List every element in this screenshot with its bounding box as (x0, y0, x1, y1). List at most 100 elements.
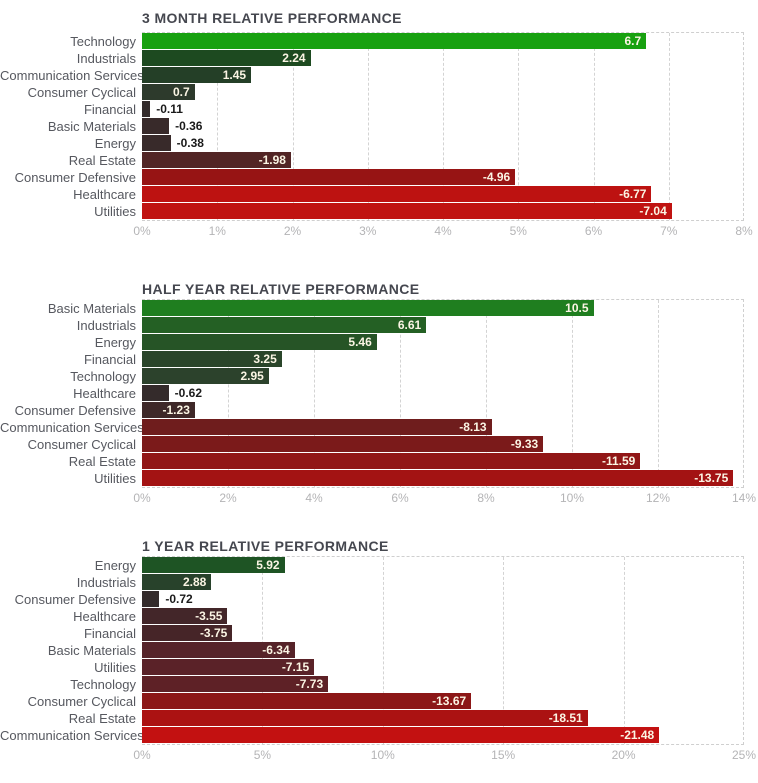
bar-value-label: -0.72 (165, 592, 193, 606)
axis-tick-label: 12% (645, 491, 671, 505)
axis-tick-label: 4% (305, 491, 323, 505)
bar: 2.88 (142, 574, 212, 590)
axis-tick-label: 0% (133, 224, 151, 238)
category-label: Basic Materials (47, 643, 136, 658)
bar-value-label: 0.7 (172, 85, 190, 99)
bar: 5.92 (142, 557, 285, 573)
axis-tick-label: 6% (584, 224, 603, 238)
bar-value-label: -4.96 (482, 170, 511, 184)
bar: -3.55 (142, 608, 228, 624)
axis-tick-label: 2% (283, 224, 302, 238)
bar-row: -7.73 (142, 676, 743, 693)
category-column: Technology Industrials Communication Servi… (0, 33, 144, 220)
category-label: Consumer Cyclical (27, 694, 136, 709)
bar-row: -13.75 (142, 470, 743, 487)
bar-row: -6.34 (142, 642, 743, 659)
axis-tick-label: 2% (219, 491, 237, 505)
plot-track: 5.92 2.88 -0.72 -3.55 -3.75 -6.34 -7.15 -7.73 -1… (142, 556, 744, 745)
bar: -6.34 (142, 642, 295, 658)
bar-row: -9.33 (142, 436, 743, 453)
bar-value-label: 6.61 (397, 318, 422, 332)
bar-value-label: 6.7 (624, 34, 642, 48)
bar: 6.61 (142, 317, 427, 333)
category-label: Energy (94, 136, 136, 151)
bar: 2.95 (142, 368, 269, 384)
bar: 3.25 (142, 351, 282, 367)
bar-value-label: -7.73 (295, 677, 324, 691)
category-label: Real Estate (68, 454, 136, 469)
chart-half-year: HALF YEAR RELATIVE PERFORMANCE Basic Mat… (0, 279, 758, 508)
bar-row: -0.36 (142, 118, 743, 135)
category-label: Consumer Cyclical (27, 85, 136, 100)
gridline (367, 33, 369, 220)
category-label: Communication Services (0, 68, 144, 83)
bar: -7.73 (142, 676, 329, 692)
bar-row: 6.61 (142, 317, 743, 334)
bar-row: 2.24 (142, 50, 743, 67)
bar-value-label: -0.62 (174, 386, 203, 400)
bar: 2.24 (142, 50, 311, 66)
plot-track: 10.5 6.61 5.46 3.25 2.95 -0.62 -1.23 -8.13 -9.33… (142, 299, 744, 488)
bar-value-label: -13.75 (694, 471, 729, 485)
category-label: Industrials (76, 51, 136, 66)
bar: -1.23 (142, 402, 195, 418)
bar: -18.51 (142, 710, 588, 726)
category-label: Financial (83, 626, 136, 641)
bar-row: -3.75 (142, 625, 743, 642)
gridline (486, 300, 487, 487)
category-label: Healthcare (73, 609, 136, 624)
category-label: Healthcare (73, 386, 136, 401)
bar-row: -21.48 (142, 727, 743, 744)
gridline (668, 33, 670, 220)
axis-row: 0% 1% 2% 3% 4% 5% 6% 7% 8% (133, 221, 752, 241)
bar: -3.75 (142, 625, 233, 641)
category-label: Technology (70, 677, 136, 692)
category-label: Consumer Defensive (14, 403, 136, 418)
bar-row: -6.77 (142, 186, 743, 203)
bar-value-label: -18.51 (548, 711, 583, 725)
bar: 6.7 (142, 33, 647, 49)
bar-value-label: -3.75 (199, 626, 228, 640)
bar (142, 101, 151, 117)
bar: 10.5 (142, 300, 594, 316)
bar-value-label: -21.48 (620, 728, 655, 742)
axis-tick-label: 0% (133, 748, 151, 762)
plot-area: Technology Industrials Communication Servi… (0, 32, 744, 221)
axis-tick-label: 0% (133, 491, 151, 505)
bar-value-label: 1.45 (222, 68, 247, 82)
category-label: Industrials (76, 575, 136, 590)
axis-row: 0% 5% 10% 15% 20% 25% (133, 745, 756, 765)
axis-tick-label: 8% (735, 224, 753, 238)
bar-value-label: 5.46 (348, 335, 372, 349)
category-label: Basic Materials (47, 119, 136, 134)
bar-row: -0.62 (142, 385, 743, 402)
bar: 5.46 (142, 334, 377, 350)
bar: -9.33 (142, 436, 544, 452)
bar-row: -8.13 (142, 419, 743, 436)
category-label: Financial (83, 352, 136, 367)
gridline (623, 557, 625, 744)
bar-value-label: -13.67 (432, 694, 467, 708)
category-label: Industrials (76, 318, 136, 333)
bar-row: -7.15 (142, 659, 743, 676)
bar-value-label: -1.98 (258, 153, 286, 167)
category-column: Energy Industrials Consumer Defensive Healt… (0, 557, 144, 744)
bar (142, 591, 160, 607)
plot-area: Basic Materials Industrials Energy Financia… (0, 299, 744, 488)
bar: -13.75 (142, 470, 734, 486)
bar: -1.98 (142, 152, 291, 168)
bar-value-label: -7.15 (281, 660, 310, 674)
bar-value-label: 10.5 (565, 301, 589, 315)
category-label: Energy (94, 335, 136, 350)
axis-tick-label: 10% (370, 748, 395, 762)
bar-row: 3.25 (142, 351, 743, 368)
bar-row: 0.7 (142, 84, 743, 101)
category-label: Real Estate (68, 153, 136, 168)
bar-value-label: 2.95 (240, 369, 264, 383)
bar: -13.67 (142, 693, 472, 709)
category-label: Utilities (94, 660, 136, 675)
bar-value-label: -6.77 (619, 187, 647, 201)
bar-row: -13.67 (142, 693, 743, 710)
chart-title: 3 MONTH RELATIVE PERFORMANCE (142, 10, 402, 26)
bar-row: 2.88 (142, 574, 743, 591)
